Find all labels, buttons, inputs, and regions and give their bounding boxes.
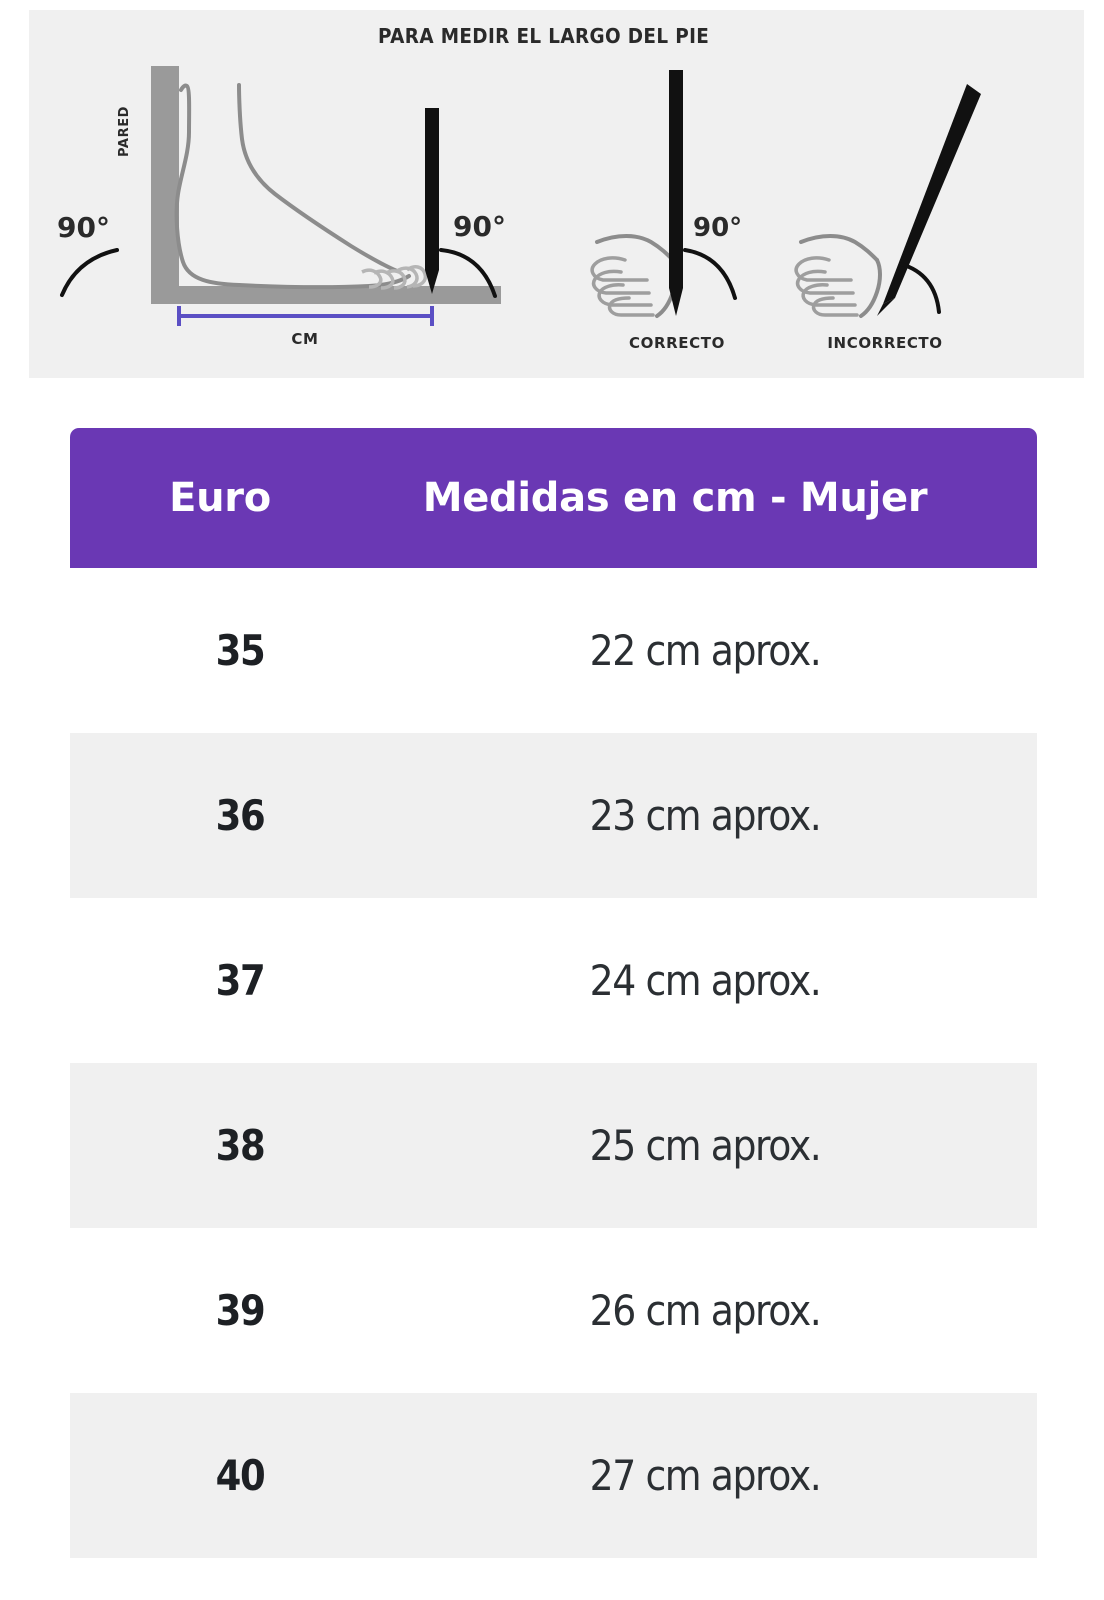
pencil-body-correct (669, 70, 683, 288)
hand-knuckle-3-correct (597, 283, 653, 307)
hand-index-finger-incorrect (799, 234, 879, 262)
correcto-scene: 90° CORRECTO (590, 70, 742, 352)
cell-cm-measurement: 27 cm aprox. (589, 1451, 822, 1500)
wall-vertical-bar (151, 66, 179, 286)
cell-cm-measurement: 26 cm aprox. (589, 1286, 822, 1335)
foot-instep-outline (237, 83, 399, 273)
size-chart-table: Euro Medidas en cm - Mujer 35 22 cm aprox… (70, 428, 1037, 1600)
angle-label-right: 90° (453, 210, 506, 243)
foot-measuring-illustration: PARED 90° 90° CM (57, 66, 981, 352)
caption-correcto: CORRECTO (629, 334, 725, 352)
pencil-tip-incorrect (877, 298, 895, 316)
cell-cm-measurement: 24 cm aprox. (589, 956, 822, 1005)
measure-unit-label: CM (291, 330, 318, 348)
pencil-tip-correct (669, 288, 683, 316)
angle-arc-right (439, 248, 497, 298)
table-row: 37 24 cm aprox. (70, 898, 1037, 1063)
angle-label-correct: 90° (693, 213, 742, 243)
foot-measuring-diagram-panel: PARA MEDIR EL LARGO DEL PIE PARED 90° (29, 10, 1084, 378)
cell-euro-size: 38 (215, 1121, 266, 1170)
angle-arc-left (60, 248, 119, 297)
wall-label: PARED (117, 106, 132, 157)
cell-cm-measurement: 23 cm aprox. (589, 791, 822, 840)
cell-euro-size: 36 (215, 791, 266, 840)
hand-knuckle-4-correct (607, 296, 655, 317)
angle-arc-incorrect (899, 262, 941, 314)
size-chart-header-row: Euro Medidas en cm - Mujer (70, 428, 1037, 568)
toe-5 (405, 265, 428, 288)
cell-euro-size: 37 (215, 956, 266, 1005)
table-row: 35 22 cm aprox. (70, 568, 1037, 733)
angle-label-left: 90° (57, 211, 110, 244)
table-row: 38 25 cm aprox. (70, 1063, 1037, 1228)
table-row: 36 23 cm aprox. (70, 733, 1037, 898)
angle-arc-correct (683, 248, 737, 300)
caption-incorrecto: INCORRECTO (827, 334, 942, 352)
pencil-tip-left (425, 270, 439, 294)
diagram-title: PARA MEDIR EL LARGO DEL PIE (378, 24, 710, 48)
column-header-measurements: Medidas en cm - Mujer (422, 475, 928, 521)
column-header-euro: Euro (169, 475, 271, 521)
cell-cm-measurement: 22 cm aprox. (589, 626, 822, 675)
hand-knuckle-3-incorrect (801, 283, 857, 307)
table-row: 40 27 cm aprox. (70, 1393, 1037, 1558)
foot-heel-outline (174, 83, 241, 287)
toe-3 (373, 269, 395, 290)
hand-thumb-incorrect (859, 258, 882, 318)
hand-knuckle-4-incorrect (811, 296, 859, 317)
cell-cm-measurement: 25 cm aprox. (589, 1121, 822, 1170)
size-chart-body: 35 22 cm aprox. 36 23 cm aprox. 37 24 cm apro… (70, 568, 1037, 1600)
table-row: 4128 cm aprox. (70, 1558, 1037, 1600)
foot-sole-outline (237, 274, 411, 290)
toe-4 (361, 268, 383, 289)
pencil-body-left (425, 108, 439, 270)
floor-horizontal-bar (151, 286, 501, 304)
cell-euro-size: 35 (215, 626, 266, 675)
cell-euro-size: 40 (215, 1451, 266, 1500)
pencil-body-incorrect (883, 84, 981, 304)
hand-knuckle-1-incorrect (794, 256, 853, 282)
incorrecto-scene: INCORRECTO (794, 84, 981, 352)
table-row: 39 26 cm aprox. (70, 1228, 1037, 1393)
cell-euro-size: 39 (215, 1286, 266, 1335)
hand-index-finger-correct (595, 234, 675, 262)
toe-1 (396, 266, 419, 289)
toe-2 (385, 269, 407, 290)
hand-knuckle-1-correct (590, 256, 649, 282)
